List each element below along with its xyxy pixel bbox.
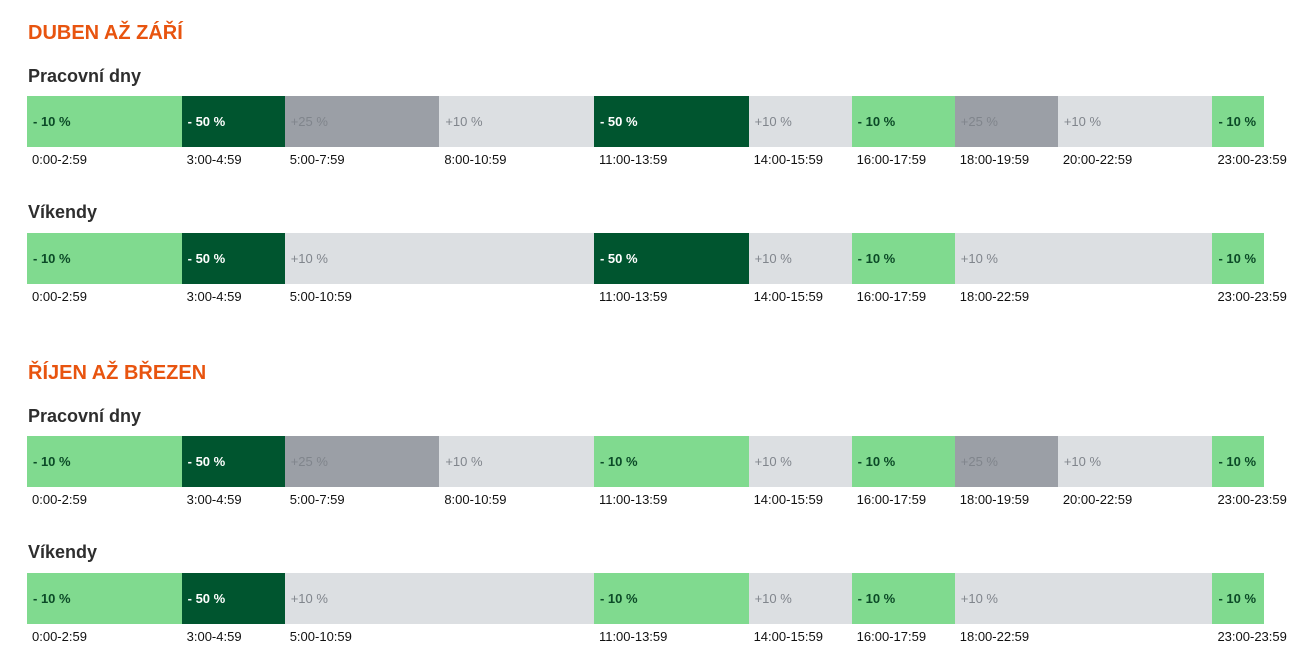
tariff-segment: - 50 % [593, 233, 749, 284]
tariff-segment: - 10 % [851, 436, 955, 487]
tariff-segment: - 10 % [851, 233, 955, 284]
time-range: 0:00-2:59 [32, 629, 87, 644]
tariff-segment: +25 % [954, 436, 1058, 487]
row-title: Víkendy [28, 542, 98, 562]
time-range: 0:00-2:59 [32, 152, 87, 167]
time-range: 23:00-23:59 [1217, 492, 1287, 507]
tariff-segment: - 10 % [1212, 436, 1264, 487]
time-range: 11:00-13:59 [598, 492, 668, 507]
tariff-segment: +10 % [1057, 96, 1213, 147]
time-range: 3:00-4:59 [186, 152, 242, 167]
time-range: 3:00-4:59 [186, 629, 242, 644]
time-range: 20:00-22:59 [1062, 152, 1133, 167]
tariff-segment: - 10 % [593, 436, 749, 487]
time-range: 23:00-23:59 [1217, 152, 1287, 167]
tariff-segment: - 10 % [27, 573, 182, 624]
tariff-segment: - 10 % [851, 96, 955, 147]
time-range: 18:00-19:59 [959, 492, 1030, 507]
tariff-segment: +10 % [748, 96, 852, 147]
tariff-segment: +10 % [748, 233, 852, 284]
tariff-segment: - 10 % [27, 233, 182, 284]
section-title: DUBEN AŽ ZÁŘÍ [28, 22, 183, 44]
tariff-segment: +10 % [748, 436, 852, 487]
time-range: 14:00-15:59 [753, 492, 823, 507]
time-range: 16:00-17:59 [856, 492, 927, 507]
tariff-segment: +10 % [284, 233, 594, 284]
time-range: 18:00-22:59 [959, 289, 1030, 304]
time-range: 14:00-15:59 [753, 152, 823, 167]
time-range: 18:00-22:59 [959, 629, 1030, 644]
tariff-segment: - 10 % [27, 436, 182, 487]
time-range: 23:00-23:59 [1217, 629, 1287, 644]
tariff-segment: - 50 % [181, 96, 285, 147]
tariff-segment: - 10 % [1212, 96, 1264, 147]
time-range: 0:00-2:59 [32, 289, 87, 304]
tariff-segment: +10 % [439, 436, 594, 487]
section-title: ŘÍJEN AŽ BŘEZEN [28, 362, 207, 384]
time-range: 14:00-15:59 [753, 289, 823, 304]
tariff-segment: +10 % [748, 573, 852, 624]
tariff-segment: - 10 % [593, 573, 749, 624]
tariff-segment: - 10 % [1212, 573, 1264, 624]
time-range: 14:00-15:59 [753, 629, 823, 644]
tariff-segment: +10 % [954, 233, 1213, 284]
time-range: 3:00-4:59 [186, 289, 242, 304]
time-range: 5:00-7:59 [289, 492, 345, 507]
row-title: Víkendy [28, 202, 98, 222]
time-range: 8:00-10:59 [444, 152, 507, 167]
time-range: 8:00-10:59 [444, 492, 507, 507]
time-range: 16:00-17:59 [856, 152, 927, 167]
tariff-segment: +10 % [439, 96, 594, 147]
tariff-segment: +10 % [954, 573, 1213, 624]
time-range: 11:00-13:59 [598, 289, 668, 304]
row-title: Pracovní dny [28, 406, 142, 426]
tariff-segment: - 50 % [181, 436, 285, 487]
time-range: 0:00-2:59 [32, 492, 87, 507]
time-range: 18:00-19:59 [959, 152, 1030, 167]
time-range: 23:00-23:59 [1217, 289, 1287, 304]
time-range: 11:00-13:59 [598, 152, 668, 167]
tariff-segment: - 50 % [181, 573, 285, 624]
tariff-segment: +25 % [284, 96, 440, 147]
time-range: 5:00-7:59 [289, 152, 345, 167]
time-range: 16:00-17:59 [856, 289, 927, 304]
time-range: 16:00-17:59 [856, 629, 927, 644]
time-range: 5:00-10:59 [289, 629, 352, 644]
tariff-segment: - 10 % [1212, 233, 1264, 284]
time-range: 5:00-10:59 [289, 289, 352, 304]
time-range: 20:00-22:59 [1062, 492, 1133, 507]
tariff-segment: +10 % [1057, 436, 1213, 487]
time-range: 3:00-4:59 [186, 492, 242, 507]
time-range: 11:00-13:59 [598, 629, 668, 644]
tariff-segment: - 10 % [851, 573, 955, 624]
tariff-segment: +25 % [284, 436, 440, 487]
tariff-segment: - 50 % [593, 96, 749, 147]
tariff-segment: - 50 % [181, 233, 285, 284]
tariff-segment: +10 % [284, 573, 594, 624]
row-title: Pracovní dny [28, 66, 142, 86]
tariff-segment: - 10 % [27, 96, 182, 147]
tariff-segment: +25 % [954, 96, 1058, 147]
